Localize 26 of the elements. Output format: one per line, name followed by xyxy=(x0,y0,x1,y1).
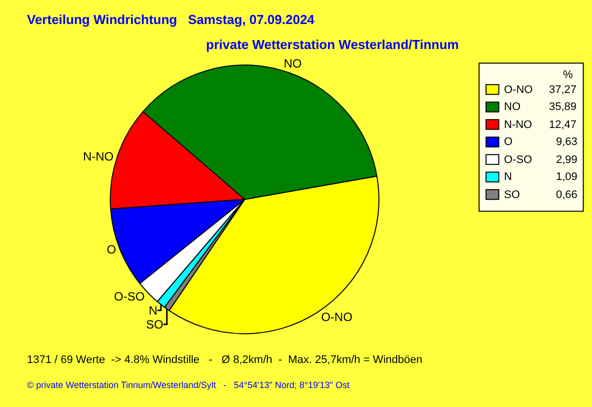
data-label: 1,09 xyxy=(556,171,578,183)
data-label: 12,47 xyxy=(549,119,577,131)
legend-label: O-SO xyxy=(504,154,533,166)
legend-label: NO xyxy=(504,101,521,113)
slice-label: O-NO xyxy=(321,310,352,324)
slice-label: O-SO xyxy=(114,289,145,304)
slice-label: N xyxy=(148,303,158,318)
legend-title: % xyxy=(563,69,573,81)
legend-label: SO xyxy=(504,189,520,201)
slice-label: N-NO xyxy=(82,149,114,164)
data-label: 0,66 xyxy=(556,189,578,201)
text: © private Wetterstation Tinnum/Westerland/Sylt - 54°54'13" Nord; 8°19'13" Ost xyxy=(27,380,350,390)
legend-label: O xyxy=(504,136,513,148)
data-label: 35,89 xyxy=(549,101,577,113)
chart-subtitle: private Wetterstation Westerland/Tinnum xyxy=(206,37,459,52)
data-label: 2,99 xyxy=(556,154,578,166)
legend-label: O-NO xyxy=(504,84,534,96)
legend-label: N-NO xyxy=(504,119,533,131)
slice-label: NO xyxy=(284,56,302,70)
data-label: 9,63 xyxy=(556,136,578,148)
slice-label: SO xyxy=(146,317,164,332)
data-label: 37,27 xyxy=(549,84,577,96)
legend-label: N xyxy=(504,171,512,183)
text: 1371 / 69 Werte -> 4.8% Windstille - Ø 8,2km/h - Max. 25,7km/h = Windböen xyxy=(27,354,422,366)
chart-title: Verteilung Windrichtung Samstag, 07.09.2024 xyxy=(27,12,316,27)
slice-label: O xyxy=(106,242,116,256)
